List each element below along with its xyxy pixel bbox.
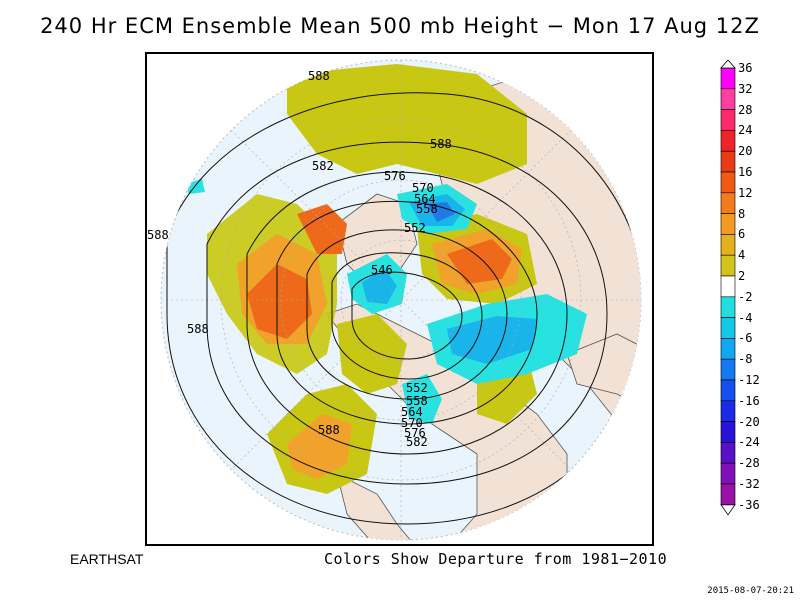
legend-swatch (720, 400, 736, 422)
legend-tick-label: 36 (738, 61, 753, 75)
brand-label: EARTHSAT (70, 551, 144, 567)
legend-tick-label: 6 (738, 227, 746, 242)
legend-swatch (720, 379, 736, 402)
height-contours (166, 92, 641, 525)
legend-swatch (720, 88, 736, 110)
contour-label: 552 (404, 221, 426, 235)
legend-swatch (720, 254, 736, 277)
contour-label: 564 (401, 405, 423, 419)
contour-label: 576 (404, 426, 426, 440)
legend-swatch (720, 109, 736, 131)
timestamp: 2015-08-07-20:21 (707, 586, 794, 596)
legend-colorbar (720, 60, 736, 516)
legend-swatch (720, 234, 736, 256)
legend-swatch (720, 442, 736, 464)
contour-label: 588 (147, 228, 169, 242)
legend-arrow (720, 60, 736, 69)
legend-tick-label: -32 (738, 477, 760, 491)
contour-label: 558 (406, 394, 428, 408)
contour-label: 564 (414, 192, 436, 206)
contour-label-group: 588 588 582 576 570 564 558 552 546 588 … (147, 69, 452, 449)
legend-tick-label: 12 (738, 185, 753, 200)
legend-tick-label: 4 (738, 248, 746, 263)
graticule (161, 60, 641, 540)
anomaly-positive-arctic-ring (287, 64, 527, 184)
legend-swatch (720, 150, 736, 173)
anomaly-negative-arctic-siberia-core (427, 202, 455, 222)
land-central-america (336, 473, 418, 540)
contour-label: 546 (371, 263, 393, 277)
legend-tick-label: -4 (738, 310, 753, 325)
legend-swatch (720, 213, 736, 235)
legend-swatch (720, 338, 736, 360)
legend-tick-label: -2 (738, 289, 753, 304)
color-footnote: Colors Show Departure from 1981−2010 (324, 550, 668, 568)
contour-label: 570 (401, 416, 423, 430)
legend-swatch (720, 67, 736, 90)
legend-tick-label: 28 (738, 102, 753, 117)
legend-swatch (720, 130, 736, 152)
contour-label: 558 (416, 202, 438, 216)
legend-tick-label: 32 (738, 81, 753, 96)
legend-tick-label: 20 (738, 144, 753, 159)
legend-tick-label: -12 (738, 373, 760, 387)
legend-swatch (720, 317, 736, 339)
legend-swatch (720, 296, 736, 318)
contour-label: 582 (406, 435, 428, 449)
contour-label: 582 (312, 159, 334, 173)
legend-tick-label: -6 (738, 331, 753, 346)
color-legend: 36 32 28 24 20 16 12 8 6 4 2 -2 -4 -6 -8 -12 -16 -20 -24 -2… (718, 60, 798, 540)
legend-swatch (720, 462, 736, 485)
anomaly-negative-polar-core (362, 269, 397, 304)
map-panel: 588 588 582 576 570 564 558 552 546 588 … (145, 52, 654, 546)
anomaly-positive-alaska (297, 204, 347, 254)
legend-tick-label: -28 (738, 456, 760, 471)
legend-tick-label: -36 (738, 497, 760, 512)
legend-tick-label: 24 (738, 123, 753, 138)
legend-tick-label: -16 (738, 393, 760, 408)
legend-swatch (720, 275, 736, 298)
legend-swatch (720, 171, 736, 194)
anomaly-positive-hudson (337, 314, 407, 394)
anomaly-positive-europe-core (447, 239, 512, 284)
legend-swatch (720, 192, 736, 214)
legend-swatch (720, 421, 736, 443)
contour-label: 588 (318, 423, 340, 437)
contour-label: 588 (308, 69, 330, 83)
legend-arrow (720, 504, 736, 516)
legend-swatch (720, 483, 736, 506)
legend-tick-label: -20 (738, 414, 760, 429)
legend-tick-label: -24 (738, 435, 760, 450)
anomaly-negative-east-na (402, 374, 442, 424)
polar-map: 588 588 582 576 570 564 558 552 546 588 … (147, 59, 642, 541)
legend-tick-label: 16 (738, 165, 753, 179)
contour-label: 588 (430, 137, 452, 151)
legend-tick-label: 8 (738, 206, 746, 221)
land-greenland (336, 193, 418, 285)
contour-label: 576 (384, 169, 406, 183)
anomaly-positive-pacific-core (247, 264, 312, 339)
contour-label: 588 (187, 322, 209, 336)
legend-swatch (720, 358, 736, 381)
legend-tick-label: -8 (738, 352, 753, 367)
contour-label: 570 (412, 181, 434, 195)
map-title: 240 Hr ECM Ensemble Mean 500 mb Height −… (40, 14, 760, 38)
legend-tick-label: 2 (738, 269, 746, 283)
contour-label: 552 (406, 381, 428, 395)
